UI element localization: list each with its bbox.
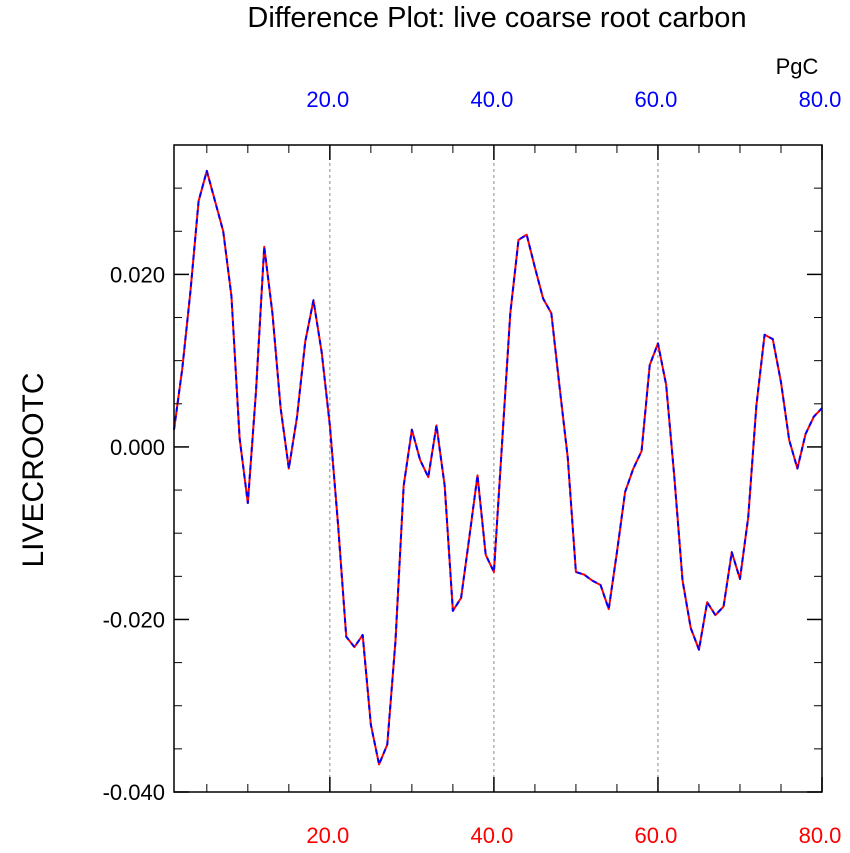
y-tick-label: -0.020 xyxy=(103,607,165,632)
units-label: PgC xyxy=(776,54,819,79)
tick-labels: 0.020 0.000 -0.020 -0.040 20.0 40.0 60.0 80.0 20… xyxy=(103,87,842,848)
y-tick-label: -0.040 xyxy=(103,780,165,805)
plot-frame xyxy=(173,144,823,793)
chart-title: Difference Plot: live coarse root carbon xyxy=(247,2,746,34)
series-line-a xyxy=(173,169,823,766)
series-lines xyxy=(173,169,823,766)
x-tick-label-top: 60.0 xyxy=(635,87,678,112)
x-tick-label-bottom: 80.0 xyxy=(799,823,842,848)
y-axis-label: LIVECROOTC xyxy=(17,372,50,567)
x-tick-label-top: 80.0 xyxy=(799,87,842,112)
x-tick-label-top: 40.0 xyxy=(470,87,513,112)
x-tick-label-bottom: 40.0 xyxy=(470,823,513,848)
x-tick-label-bottom: 60.0 xyxy=(635,823,678,848)
x-tick-label-bottom: 20.0 xyxy=(306,823,349,848)
x-tick-label-top: 20.0 xyxy=(306,87,349,112)
grid-lines xyxy=(329,145,659,792)
y-tick-label: 0.000 xyxy=(110,435,165,460)
axis-ticks xyxy=(174,144,823,793)
y-tick-label: 0.020 xyxy=(110,262,165,287)
series-line-b xyxy=(173,169,823,766)
